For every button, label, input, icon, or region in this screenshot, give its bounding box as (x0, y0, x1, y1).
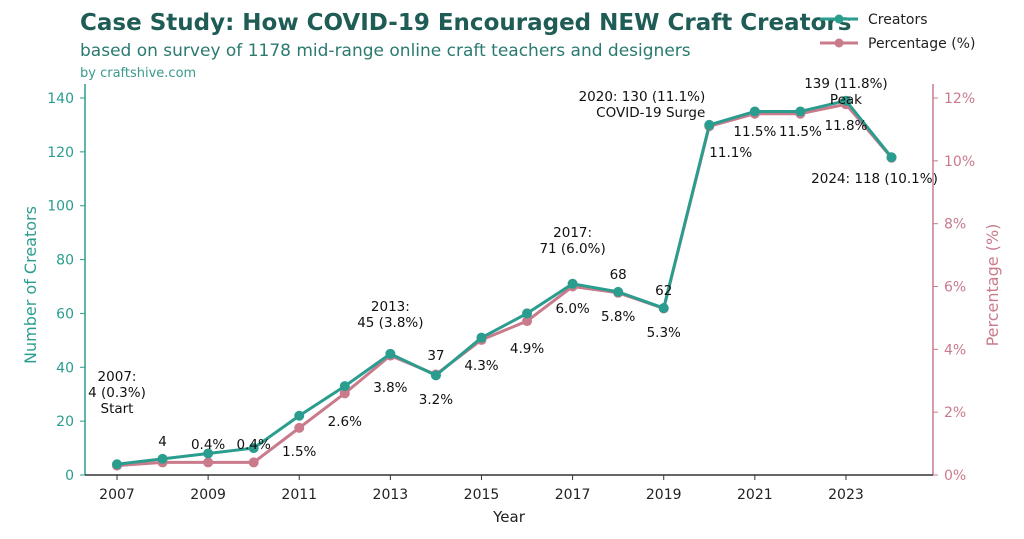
creators-point (658, 303, 669, 314)
annotation-label: Peak (830, 92, 862, 108)
annotation-label: 4 (158, 434, 167, 450)
annotation-label: 71 (6.0%) (539, 241, 605, 257)
y-tick-label: 120 (47, 145, 74, 161)
y2-tick-label: 2% (944, 405, 966, 421)
creators-point (749, 106, 760, 117)
annotation-label: 45 (3.8%) (357, 315, 423, 331)
creators-point (795, 106, 806, 117)
annotation-label: 2007: (98, 369, 137, 385)
annotation-label: 11.1% (709, 145, 752, 161)
percentage-point (522, 316, 533, 327)
percentage-point (294, 422, 305, 433)
x-tick-label: 2019 (646, 487, 682, 503)
annotation-label: 1.5% (282, 444, 316, 460)
chart-title: Case Study: How COVID-19 Encouraged NEW … (80, 10, 851, 36)
chart-source: by craftshive.com (80, 66, 196, 81)
annotation-label: 5.8% (601, 309, 635, 325)
creators-point (886, 152, 897, 163)
annotation-label: 37 (427, 348, 444, 364)
annotation-label: 62 (655, 283, 672, 299)
annotation-label: 4.9% (510, 341, 544, 357)
annotation-label: 4 (0.3%) (88, 385, 146, 401)
y-tick-label: 0 (65, 468, 74, 484)
annotation-label: 5.3% (647, 325, 681, 341)
creators-point (840, 95, 851, 106)
chart-subtitle: based on survey of 1178 mid-range online… (80, 41, 691, 61)
legend-label-creators: Creators (868, 12, 928, 28)
creators-point (613, 286, 624, 297)
creators-point (704, 119, 715, 130)
creators-point (248, 443, 259, 454)
x-tick-label: 2009 (190, 487, 226, 503)
x-tick-label: 2013 (373, 487, 409, 503)
annotation-label: 0.4% (237, 437, 271, 453)
y-tick-label: 100 (47, 199, 74, 215)
creators-point (112, 459, 122, 470)
y2-tick-label: 8% (944, 217, 966, 233)
percentage-point (203, 457, 214, 468)
annotation-label: 2024: 118 (10.1%) (811, 171, 938, 187)
creators-point (203, 448, 214, 459)
annotation-label: 2020: 130 (11.1%) (579, 89, 706, 105)
y-tick-label: 40 (56, 360, 74, 376)
x-tick-label: 2023 (828, 487, 864, 503)
percentage-line (116, 102, 893, 468)
legend-marker-percentage (834, 38, 844, 48)
annotation-label: Start (101, 401, 134, 417)
y2-tick-label: 0% (944, 468, 966, 484)
annotation-label: 3.8% (373, 380, 407, 396)
annotation-label: 11.8% (825, 118, 868, 134)
legend-label-percentage: Percentage (%) (868, 36, 975, 52)
y2-tick-label: 12% (944, 91, 975, 107)
creators-point (430, 370, 441, 381)
x-axis-label: Year (492, 508, 526, 526)
x-tick-label: 2021 (737, 487, 773, 503)
annotation-label: 2.6% (328, 414, 362, 430)
y2-tick-label: 10% (944, 154, 975, 170)
creators-point (157, 453, 168, 464)
y-tick-label: 20 (56, 414, 74, 430)
percentage-point (339, 388, 350, 399)
x-tick-label: 2011 (281, 487, 317, 503)
annotation-label: 68 (610, 267, 627, 283)
x-tick-label: 2007 (99, 487, 135, 503)
y-tick-label: 80 (56, 253, 74, 269)
percentage-point (248, 457, 259, 468)
annotation-label: 3.2% (419, 392, 453, 408)
x-tick-label: 2017 (555, 487, 591, 503)
annotation-label: 2017: (553, 225, 592, 241)
annotation-label: 11.5% (733, 124, 776, 140)
creators-line (116, 99, 893, 466)
creators-point (294, 410, 305, 421)
x-tick-label: 2015 (464, 487, 500, 503)
annotation-label: 4.3% (464, 358, 498, 374)
annotation-label: 2013: (371, 299, 410, 315)
y2-tick-label: 4% (944, 342, 966, 358)
y-axis-label: Number of Creators (21, 206, 40, 364)
legend-marker-creators (834, 14, 844, 24)
y-tick-label: 140 (47, 91, 74, 107)
creators-point (522, 308, 533, 319)
annotation-label: 11.5% (779, 124, 822, 140)
annotation-label: 0.4% (191, 437, 225, 453)
y2-tick-label: 6% (944, 280, 966, 296)
y-tick-label: 60 (56, 306, 74, 322)
creators-point (339, 381, 350, 392)
legend: Creators Percentage (%) (820, 12, 975, 52)
annotation-label: 6.0% (555, 301, 589, 317)
annotation-label: 139 (11.8%) (804, 76, 887, 92)
annotation-label: COVID-19 Surge (596, 105, 705, 121)
creators-point (385, 348, 396, 359)
creators-point (476, 332, 487, 343)
creators-point (567, 278, 578, 289)
y2-axis-label: Percentage (%) (983, 224, 1002, 347)
